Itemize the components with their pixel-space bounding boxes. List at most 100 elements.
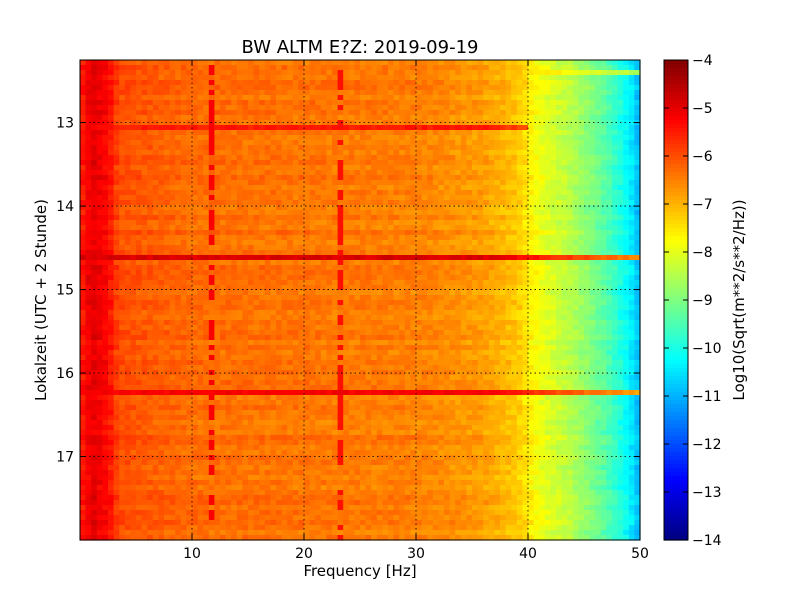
heatmap-cell xyxy=(477,235,484,241)
heatmap-cell xyxy=(231,300,238,306)
heatmap-cell xyxy=(472,265,479,271)
heatmap-cell xyxy=(225,270,232,276)
heatmap-cell xyxy=(388,70,395,76)
heatmap-cell xyxy=(628,245,635,251)
heatmap-cell xyxy=(136,75,143,81)
heatmap-cell xyxy=(371,165,378,171)
heatmap-cell xyxy=(427,140,434,146)
heatmap-cell xyxy=(136,105,143,111)
heatmap-cell xyxy=(427,185,434,191)
heatmap-cell xyxy=(483,110,490,116)
heatmap-cell xyxy=(371,140,378,146)
heatmap-cell xyxy=(438,115,445,121)
heatmap-cell xyxy=(96,165,103,171)
heatmap-cell xyxy=(483,170,490,176)
heatmap-cell xyxy=(225,200,232,206)
heatmap-cell xyxy=(102,295,109,301)
heatmap-cell xyxy=(309,115,316,121)
heatmap-cell xyxy=(354,105,361,111)
heatmap-cell xyxy=(365,240,372,246)
heatmap-cell xyxy=(612,190,619,196)
heatmap-cell xyxy=(494,135,501,141)
heatmap-cell xyxy=(320,60,327,66)
heatmap-cell xyxy=(281,70,288,76)
heatmap-cell xyxy=(326,290,333,296)
heatmap-cell xyxy=(281,290,288,296)
heatmap-cell xyxy=(309,230,316,236)
heatmap-cell xyxy=(427,260,434,266)
heatmap-cell xyxy=(141,305,148,311)
heatmap-cell xyxy=(141,165,148,171)
heatmap-cell xyxy=(164,195,171,201)
heatmap-cell xyxy=(108,240,115,246)
heatmap-cell xyxy=(600,95,607,101)
heatmap-cell xyxy=(388,235,395,241)
heatmap-cell xyxy=(511,150,518,156)
heatmap-cell xyxy=(236,155,243,161)
heatmap-cell xyxy=(393,135,400,141)
heatmap-cell xyxy=(220,145,227,151)
heatmap-cell xyxy=(522,95,529,101)
heatmap-cell xyxy=(136,100,143,106)
heatmap-cell xyxy=(382,80,389,86)
heatmap-cell xyxy=(427,160,434,166)
heatmap-cell xyxy=(600,240,607,246)
heatmap-cell xyxy=(410,250,417,256)
heatmap-cell xyxy=(382,200,389,206)
heatmap-cell xyxy=(320,75,327,81)
heatmap-cell xyxy=(343,100,350,106)
heatmap-cell xyxy=(220,275,227,281)
heatmap-cell xyxy=(152,275,159,281)
heatmap-cell xyxy=(242,215,249,221)
heatmap-cell xyxy=(236,215,243,221)
heatmap-cell xyxy=(91,240,98,246)
heatmap-cell xyxy=(242,260,249,266)
heatmap-cell xyxy=(393,100,400,106)
heatmap-cell xyxy=(584,220,591,226)
heatmap-cell xyxy=(455,290,462,296)
heatmap-cell xyxy=(634,235,641,241)
heatmap-cell xyxy=(236,170,243,176)
heatmap-cell xyxy=(494,305,501,311)
heatmap-cell xyxy=(203,160,210,166)
heatmap-cell xyxy=(516,140,523,146)
heatmap-cell xyxy=(561,240,568,246)
heatmap-cell xyxy=(315,305,322,311)
heatmap-cell xyxy=(410,75,417,81)
heatmap-cell xyxy=(539,195,546,201)
heatmap-cell xyxy=(253,260,260,266)
heatmap-cell xyxy=(281,125,288,131)
heatmap-cell xyxy=(270,65,277,71)
heatmap-cell xyxy=(444,260,451,266)
heatmap-cell xyxy=(259,95,266,101)
heatmap-cell xyxy=(634,230,641,236)
heatmap-cell xyxy=(304,175,311,181)
heatmap-cell xyxy=(449,110,456,116)
heatmap-cell xyxy=(348,220,355,226)
heatmap-cell xyxy=(483,285,490,291)
heatmap-cell xyxy=(298,110,305,116)
heatmap-cell xyxy=(612,65,619,71)
heatmap-cell xyxy=(309,85,316,91)
heatmap-cell xyxy=(388,80,395,86)
heatmap-cell xyxy=(516,180,523,186)
heatmap-cell xyxy=(147,90,154,96)
heatmap-cell xyxy=(298,70,305,76)
heatmap-cell xyxy=(477,150,484,156)
heatmap-cell xyxy=(589,250,596,256)
heatmap-cell xyxy=(505,230,512,236)
heatmap-cell xyxy=(304,125,311,131)
heatmap-cell xyxy=(320,145,327,151)
heatmap-cell xyxy=(404,90,411,96)
heatmap-cell xyxy=(539,140,546,146)
heatmap-cell xyxy=(186,105,193,111)
heatmap-cell xyxy=(556,250,563,256)
heatmap-cell xyxy=(376,250,383,256)
heatmap-cell xyxy=(556,130,563,136)
heatmap-cell xyxy=(578,95,585,101)
heatmap-cell xyxy=(259,145,266,151)
heatmap-cell xyxy=(348,100,355,106)
heatmap-cell xyxy=(561,250,568,256)
heatmap-cell xyxy=(309,105,316,111)
heatmap-cell xyxy=(494,60,501,66)
